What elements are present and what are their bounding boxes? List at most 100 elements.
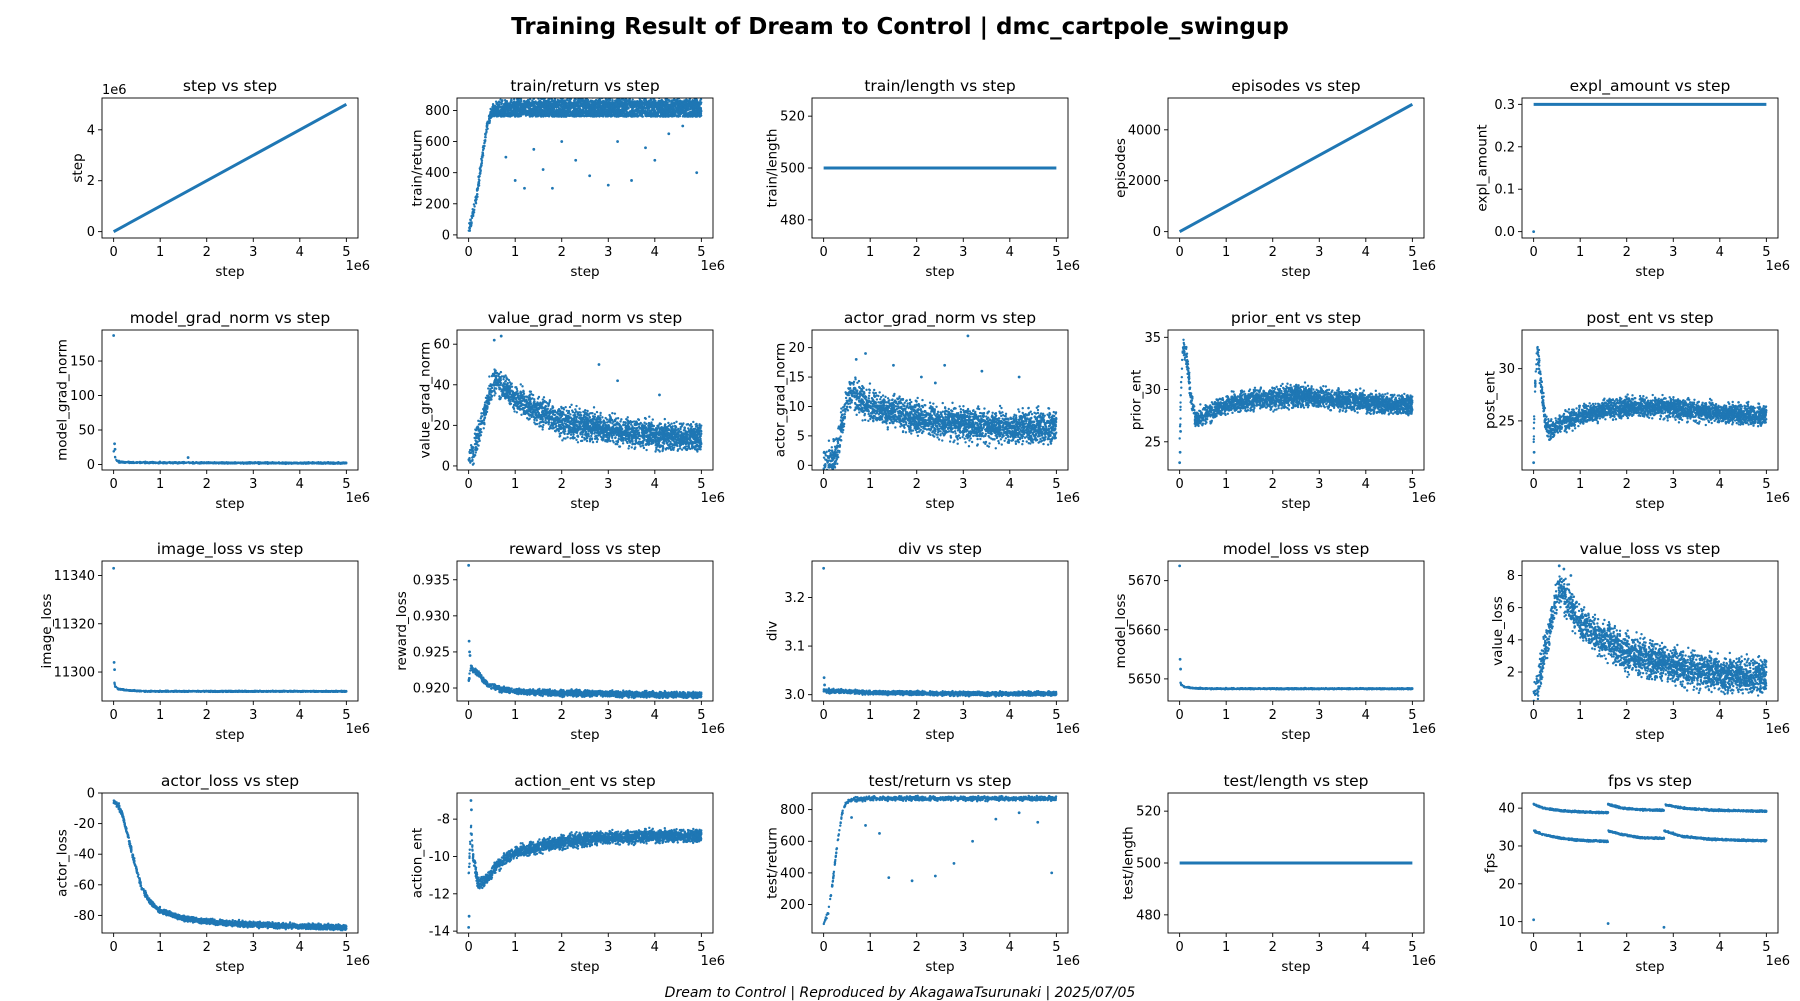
- data-point: [578, 100, 580, 102]
- data-point: [645, 102, 647, 104]
- data-point: [581, 110, 583, 112]
- data-point: [631, 111, 633, 113]
- data-point: [666, 111, 668, 113]
- data-point: [561, 113, 563, 115]
- data-point: [574, 105, 576, 107]
- data-point: [512, 102, 514, 104]
- data-point: [619, 99, 621, 101]
- data-point: [556, 106, 558, 108]
- data-point: [688, 108, 690, 110]
- data-point: [527, 99, 529, 101]
- data-point: [271, 461, 273, 463]
- data-point: [547, 111, 549, 113]
- data-point: [485, 131, 487, 133]
- x-offset-label: 1e6: [345, 491, 370, 506]
- data-point: [650, 99, 652, 101]
- data-point: [513, 114, 515, 116]
- data-point: [523, 187, 526, 190]
- data-point: [258, 462, 260, 464]
- data-point: [164, 461, 166, 463]
- data-point: [286, 462, 288, 464]
- data-point: [603, 102, 605, 104]
- x-tick-label: 1: [156, 245, 164, 260]
- data-point: [673, 110, 675, 112]
- data-point: [508, 115, 510, 117]
- data-point: [616, 140, 619, 143]
- data-point: [668, 104, 670, 106]
- data-point: [551, 110, 553, 112]
- data-point: [565, 107, 567, 109]
- data-point: [594, 110, 596, 112]
- data-point: [595, 99, 597, 101]
- data-point: [540, 107, 542, 109]
- data-point: [473, 205, 475, 207]
- data-point: [218, 462, 220, 464]
- x-offset-label: 1e6: [1765, 259, 1790, 274]
- data-point: [584, 110, 586, 112]
- data-point: [682, 108, 684, 110]
- data-point: [645, 111, 647, 113]
- x-tick-label: 0: [109, 477, 117, 492]
- data-point: [556, 101, 558, 103]
- data-point: [625, 115, 627, 117]
- x-offset-label: 1e6: [345, 259, 370, 274]
- data-point: [533, 113, 535, 115]
- data-point: [631, 102, 633, 104]
- x-axis-label: step: [1281, 264, 1310, 280]
- data-point: [634, 110, 636, 112]
- data-point: [196, 462, 198, 464]
- data-point: [497, 115, 499, 117]
- data-point: [623, 114, 625, 116]
- data-point: [560, 140, 563, 143]
- data-point: [468, 227, 470, 229]
- data-point: [598, 101, 600, 103]
- data-point: [484, 139, 486, 141]
- data-point: [316, 461, 318, 463]
- y-tick-label: 400: [425, 166, 450, 181]
- data-point: [593, 406, 595, 408]
- data-point: [192, 461, 194, 463]
- x-tick-label: 0: [1175, 245, 1183, 260]
- data-point: [578, 107, 580, 109]
- data-point: [648, 105, 650, 107]
- x-tick-label: 3: [959, 245, 967, 260]
- x-tick-label: 2: [558, 245, 566, 260]
- data-point: [606, 109, 608, 111]
- data-point: [250, 461, 252, 463]
- data-point: [516, 105, 518, 107]
- y-tick-label: 800: [425, 104, 450, 119]
- data-point: [692, 109, 694, 111]
- data-point: [582, 103, 584, 105]
- data-point: [200, 461, 202, 463]
- data-point: [503, 115, 505, 117]
- x-tick-label: 1: [866, 245, 874, 260]
- data-point: [133, 462, 135, 464]
- x-tick-label: 3: [249, 245, 257, 260]
- data-point: [617, 101, 619, 103]
- data-point: [685, 110, 687, 112]
- data-point: [501, 99, 503, 101]
- data-point: [637, 115, 639, 117]
- data-point: [630, 105, 632, 107]
- data-point: [500, 106, 502, 108]
- data-point: [660, 100, 662, 102]
- data-point: [275, 462, 277, 464]
- data-point: [494, 106, 496, 108]
- data-point: [159, 461, 161, 463]
- x-tick-label: 5: [1408, 245, 1416, 260]
- data-point: [564, 104, 566, 106]
- data-point: [617, 113, 619, 115]
- data-point: [632, 107, 634, 109]
- data-point: [589, 104, 591, 106]
- data-point: [507, 110, 509, 112]
- data-point: [127, 461, 129, 463]
- data-point: [299, 462, 301, 464]
- y-axis-label: episodes: [1113, 138, 1129, 198]
- data-point: [513, 98, 515, 100]
- data-point: [114, 456, 116, 458]
- data-point: [654, 112, 656, 114]
- data-point: [124, 461, 126, 463]
